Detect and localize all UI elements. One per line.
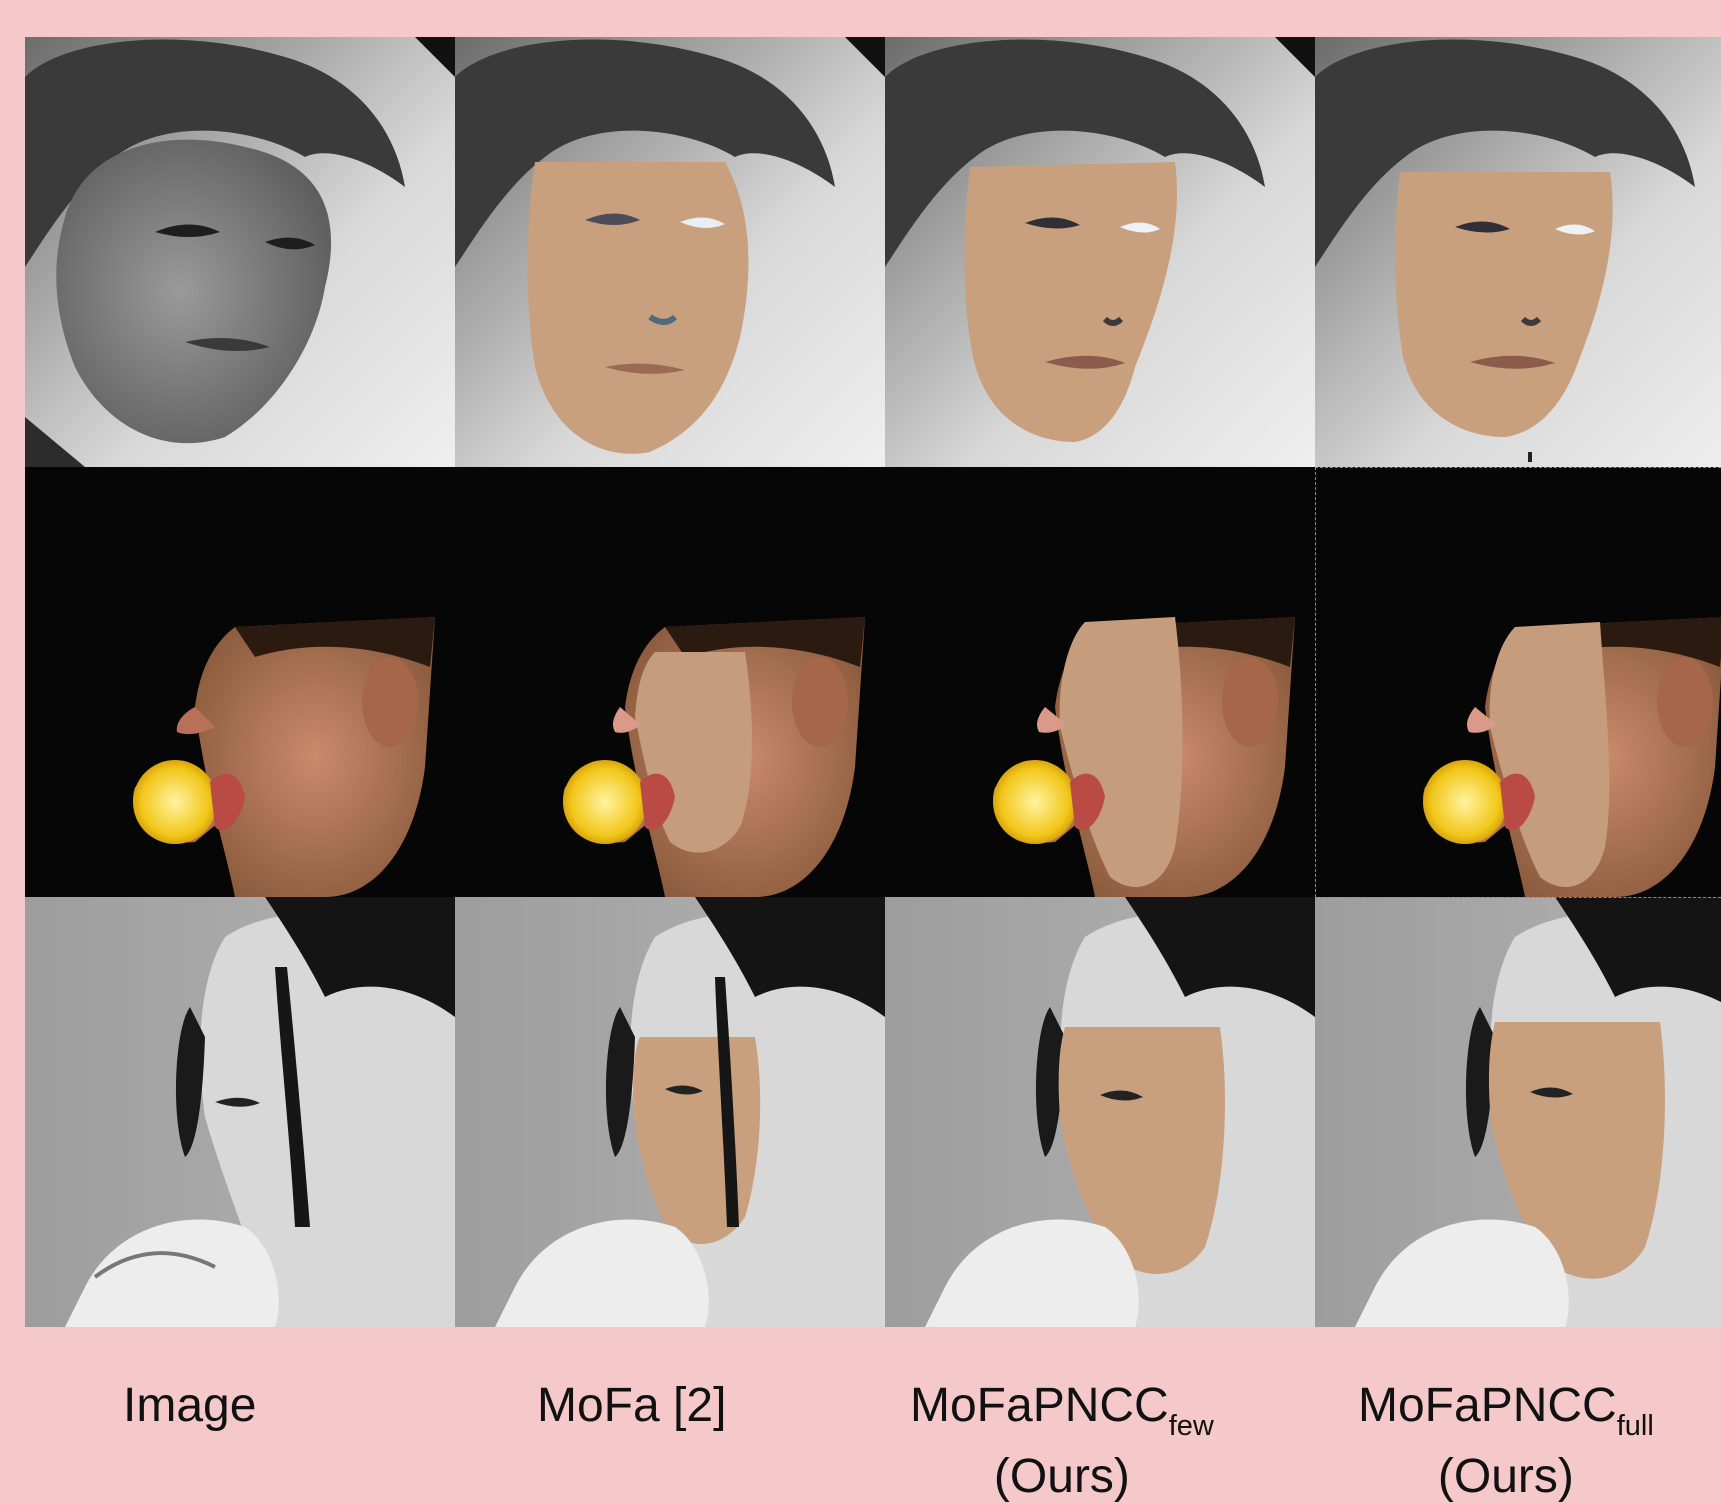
man-mofa-render: [455, 467, 885, 897]
woman-full-render: [1315, 37, 1721, 467]
row2-full: [1315, 467, 1721, 897]
selection-outline-top: [1315, 467, 1721, 468]
row1-full: [1315, 37, 1721, 467]
woman-profile-photo: [25, 897, 455, 1327]
man-few-render: [885, 467, 1315, 897]
woman-few-render: [885, 37, 1315, 467]
row1-few: [885, 37, 1315, 467]
row2-image: [25, 467, 455, 897]
comparison-grid: [25, 37, 1721, 1327]
label-few-ours: (Ours): [993, 1450, 1130, 1503]
label-mofapncc-few: MoFaPNCCfew (Ours): [910, 1379, 1214, 1503]
row2-mofa: [455, 467, 885, 897]
selection-outline-bottom: [1315, 897, 1721, 898]
man-full-render: [1315, 467, 1721, 897]
label-full-ours: (Ours): [1437, 1450, 1574, 1503]
row2-few: [885, 467, 1315, 897]
selection-outline-left: [1315, 467, 1316, 897]
row3-image: [25, 897, 455, 1327]
row1-mofa: [455, 37, 885, 467]
woman-profile-few-render: [885, 897, 1315, 1327]
row3-few: [885, 897, 1315, 1327]
row1-image: [25, 37, 455, 467]
row3-mofa: [455, 897, 885, 1327]
woman-mofa-render: [455, 37, 885, 467]
row3-full: [1315, 897, 1721, 1327]
label-mofa: MoFa [2]: [537, 1379, 727, 1432]
label-image: Image: [123, 1379, 257, 1432]
woman-grayscale-photo: [25, 37, 455, 467]
label-mofapncc-full: MoFaPNCCfull (Ours): [1358, 1379, 1654, 1503]
man-lemon-photo: [25, 467, 455, 897]
woman-profile-full-render: [1315, 897, 1721, 1327]
woman-profile-mofa-render: [455, 897, 885, 1327]
